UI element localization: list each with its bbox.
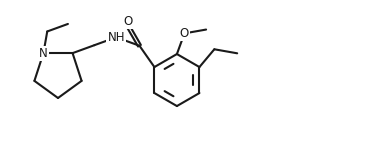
Text: O: O xyxy=(124,15,133,28)
Text: O: O xyxy=(180,27,189,40)
Text: NH: NH xyxy=(108,31,125,44)
Text: N: N xyxy=(39,47,48,60)
